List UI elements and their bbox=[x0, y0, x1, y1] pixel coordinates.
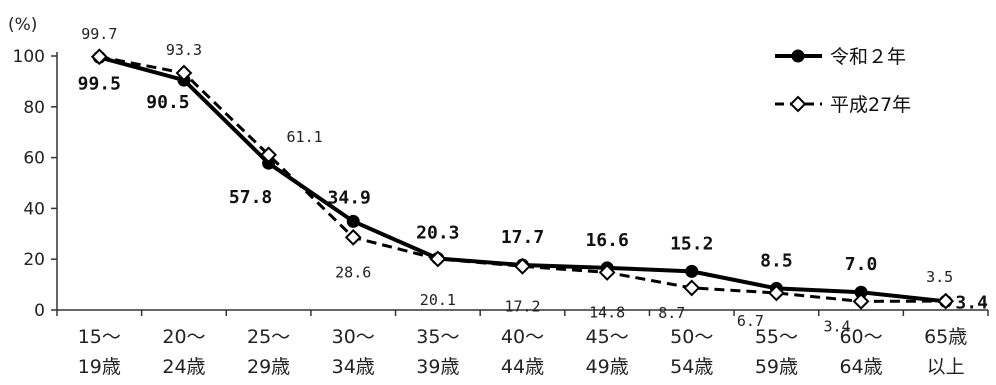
x-tick-label: 65歳 bbox=[924, 326, 967, 348]
x-tick-label: 15～ bbox=[78, 326, 121, 348]
data-label-heisei: 6.7 bbox=[737, 312, 764, 330]
x-tick-label: 19歳 bbox=[78, 356, 121, 378]
y-tick-label: 60 bbox=[23, 149, 45, 169]
data-label-heisei: 28.6 bbox=[335, 263, 371, 281]
y-tick-label: 20 bbox=[23, 250, 45, 270]
legend: 令和２年 平成27年 bbox=[775, 46, 911, 116]
data-point-heisei bbox=[767, 284, 785, 302]
y-unit-label: (%) bbox=[8, 15, 37, 35]
x-tick-label: 以上 bbox=[927, 356, 965, 378]
data-point-heisei bbox=[90, 48, 108, 66]
data-point-heisei bbox=[344, 228, 362, 246]
data-label-heisei: 17.2 bbox=[504, 297, 540, 315]
data-point-heisei bbox=[598, 263, 616, 281]
data-label-reiwa: 17.7 bbox=[501, 227, 544, 248]
data-label-heisei: 14.8 bbox=[589, 303, 625, 321]
data-label-heisei: 93.3 bbox=[166, 41, 202, 59]
legend-marker-reiwa bbox=[791, 49, 805, 63]
x-tick-label: 30～ bbox=[332, 326, 375, 348]
x-tick-labels: 15～ 19歳 20～ 24歳 25～ 29歳 30～ 34歳 35～ 39歳 40～ 44歳 45～ 4… bbox=[78, 326, 968, 378]
y-tick-label: 0 bbox=[34, 301, 45, 321]
data-point-heisei bbox=[852, 292, 870, 310]
data-label-heisei: 99.7 bbox=[81, 25, 117, 43]
data-labels: 99.5 90.5 57.8 34.9 20.3 17.7 16.6 15.2 8.5 7.0 3.… bbox=[78, 25, 988, 336]
y-tick-labels: 0 20 40 60 80 100 bbox=[13, 47, 45, 321]
axes bbox=[51, 52, 989, 316]
data-label-reiwa: 20.3 bbox=[416, 222, 459, 243]
x-tick-label: 59歳 bbox=[755, 356, 798, 378]
data-label-reiwa: 57.8 bbox=[229, 187, 272, 208]
data-label-reiwa: 90.5 bbox=[146, 92, 189, 113]
data-label-heisei: 61.1 bbox=[287, 128, 323, 146]
data-label-reiwa: 34.9 bbox=[328, 187, 371, 208]
data-label-heisei: 20.1 bbox=[420, 291, 456, 309]
x-tick-label: 20～ bbox=[162, 326, 205, 348]
series-markers bbox=[90, 48, 955, 310]
x-tick-label: 45～ bbox=[586, 326, 629, 348]
data-label-heisei: 3.5 bbox=[926, 268, 953, 286]
data-point-heisei bbox=[937, 292, 955, 310]
x-tick-label: 55～ bbox=[755, 326, 798, 348]
data-label-reiwa: 15.2 bbox=[670, 233, 713, 254]
legend-marker-heisei bbox=[789, 95, 807, 113]
x-tick-label: 25～ bbox=[247, 326, 290, 348]
data-point-reiwa bbox=[854, 285, 868, 299]
data-point-heisei bbox=[175, 64, 193, 82]
data-label-reiwa: 3.4 bbox=[955, 292, 988, 313]
x-tick-label: 50～ bbox=[670, 326, 713, 348]
y-tick-label: 80 bbox=[23, 98, 45, 118]
data-label-reiwa: 8.5 bbox=[760, 250, 793, 271]
data-point-reiwa bbox=[346, 214, 360, 228]
data-label-reiwa: 99.5 bbox=[78, 73, 121, 94]
data-point-heisei bbox=[429, 250, 447, 268]
y-tick-label: 40 bbox=[23, 199, 45, 219]
x-tick-label: 39歳 bbox=[416, 356, 459, 378]
data-point-reiwa bbox=[685, 264, 699, 278]
legend-label-reiwa: 令和２年 bbox=[830, 46, 906, 68]
x-tick-label: 40～ bbox=[501, 326, 544, 348]
x-tick-label: 29歳 bbox=[247, 356, 290, 378]
data-label-heisei: 3.4 bbox=[823, 317, 850, 335]
data-label-reiwa: 7.0 bbox=[845, 254, 878, 275]
y-tick-label: 100 bbox=[13, 47, 45, 67]
data-label-reiwa: 16.6 bbox=[585, 230, 628, 251]
series-line-heisei bbox=[99, 55, 946, 303]
x-tick-label: 49歳 bbox=[586, 356, 629, 378]
x-tick-label: 24歳 bbox=[162, 356, 205, 378]
x-tick-label: 44歳 bbox=[501, 356, 544, 378]
x-tick-label: 34歳 bbox=[332, 356, 375, 378]
x-tick-label: 60～ bbox=[839, 326, 882, 348]
x-tick-label: 54歳 bbox=[670, 356, 713, 378]
data-point-heisei bbox=[514, 257, 531, 275]
x-tick-label: 64歳 bbox=[839, 356, 882, 378]
data-label-heisei: 8.7 bbox=[658, 304, 685, 322]
data-point-heisei bbox=[683, 279, 701, 297]
legend-label-heisei: 平成27年 bbox=[830, 94, 911, 116]
data-point-heisei bbox=[260, 146, 278, 164]
x-tick-label: 35～ bbox=[416, 326, 459, 348]
